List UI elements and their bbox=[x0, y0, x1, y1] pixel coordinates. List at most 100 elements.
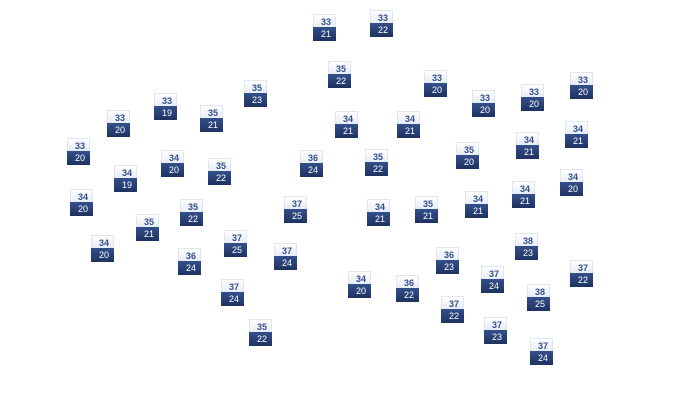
temperature-marker[interactable]: 34 21 bbox=[367, 199, 390, 226]
temperature-marker[interactable]: 38 25 bbox=[527, 284, 550, 311]
low-temperature: 24 bbox=[178, 261, 201, 275]
temperature-marker[interactable]: 35 23 bbox=[244, 80, 267, 107]
low-temperature: 19 bbox=[154, 106, 177, 120]
high-temperature: 36 bbox=[436, 247, 459, 260]
temperature-marker[interactable]: 34 20 bbox=[348, 271, 371, 298]
low-temperature: 20 bbox=[560, 182, 583, 196]
low-temperature: 21 bbox=[136, 227, 159, 241]
temperature-marker[interactable]: 35 22 bbox=[365, 149, 388, 176]
high-temperature: 33 bbox=[424, 70, 447, 83]
temperature-marker[interactable]: 36 24 bbox=[178, 248, 201, 275]
high-temperature: 35 bbox=[249, 319, 272, 332]
high-temperature: 34 bbox=[114, 165, 137, 178]
temperature-marker[interactable]: 33 20 bbox=[67, 138, 90, 165]
temperature-marker[interactable]: 34 21 bbox=[397, 111, 420, 138]
high-temperature: 37 bbox=[274, 243, 297, 256]
high-temperature: 35 bbox=[456, 142, 479, 155]
high-temperature: 36 bbox=[178, 248, 201, 261]
temperature-marker[interactable]: 33 20 bbox=[570, 72, 593, 99]
temperature-marker[interactable]: 38 23 bbox=[515, 233, 538, 260]
temperature-marker[interactable]: 33 20 bbox=[424, 70, 447, 97]
temperature-marker[interactable]: 35 22 bbox=[208, 158, 231, 185]
high-temperature: 34 bbox=[565, 121, 588, 134]
temperature-marker[interactable]: 36 23 bbox=[436, 247, 459, 274]
high-temperature: 37 bbox=[284, 196, 307, 209]
high-temperature: 34 bbox=[512, 181, 535, 194]
temperature-marker[interactable]: 37 24 bbox=[530, 338, 553, 365]
temperature-marker[interactable]: 35 22 bbox=[249, 319, 272, 346]
temperature-marker[interactable]: 34 20 bbox=[161, 150, 184, 177]
temperature-marker[interactable]: 34 21 bbox=[516, 132, 539, 159]
high-temperature: 35 bbox=[415, 196, 438, 209]
low-temperature: 20 bbox=[70, 202, 93, 216]
low-temperature: 25 bbox=[224, 243, 247, 257]
low-temperature: 20 bbox=[348, 284, 371, 298]
low-temperature: 23 bbox=[244, 93, 267, 107]
high-temperature: 33 bbox=[521, 84, 544, 97]
high-temperature: 38 bbox=[515, 233, 538, 246]
low-temperature: 20 bbox=[107, 123, 130, 137]
low-temperature: 21 bbox=[335, 124, 358, 138]
high-temperature: 35 bbox=[328, 61, 351, 74]
low-temperature: 24 bbox=[274, 256, 297, 270]
high-temperature: 33 bbox=[570, 72, 593, 85]
low-temperature: 21 bbox=[367, 212, 390, 226]
high-temperature: 33 bbox=[154, 93, 177, 106]
temperature-marker[interactable]: 37 25 bbox=[284, 196, 307, 223]
temperature-marker[interactable]: 37 24 bbox=[221, 279, 244, 306]
low-temperature: 24 bbox=[300, 163, 323, 177]
temperature-marker[interactable]: 35 21 bbox=[136, 214, 159, 241]
temperature-marker[interactable]: 34 21 bbox=[465, 191, 488, 218]
low-temperature: 21 bbox=[313, 27, 336, 41]
temperature-marker[interactable]: 34 21 bbox=[512, 181, 535, 208]
low-temperature: 21 bbox=[465, 204, 488, 218]
temperature-marker[interactable]: 33 19 bbox=[154, 93, 177, 120]
temperature-marker[interactable]: 34 20 bbox=[70, 189, 93, 216]
low-temperature: 20 bbox=[67, 151, 90, 165]
temperature-marker[interactable]: 37 22 bbox=[570, 260, 593, 287]
high-temperature: 35 bbox=[244, 80, 267, 93]
temperature-marker[interactable]: 37 25 bbox=[224, 230, 247, 257]
low-temperature: 22 bbox=[570, 273, 593, 287]
low-temperature: 21 bbox=[200, 118, 223, 132]
temperature-marker[interactable]: 34 20 bbox=[560, 169, 583, 196]
temperature-marker[interactable]: 36 24 bbox=[300, 150, 323, 177]
high-temperature: 37 bbox=[570, 260, 593, 273]
temperature-marker[interactable]: 35 20 bbox=[456, 142, 479, 169]
temperature-marker[interactable]: 34 19 bbox=[114, 165, 137, 192]
temperature-marker[interactable]: 37 22 bbox=[441, 296, 464, 323]
low-temperature: 22 bbox=[208, 171, 231, 185]
low-temperature: 22 bbox=[396, 288, 419, 302]
temperature-marker[interactable]: 34 21 bbox=[335, 111, 358, 138]
high-temperature: 37 bbox=[481, 266, 504, 279]
high-temperature: 34 bbox=[367, 199, 390, 212]
temperature-marker[interactable]: 35 21 bbox=[200, 105, 223, 132]
high-temperature: 33 bbox=[313, 14, 336, 27]
high-temperature: 34 bbox=[70, 189, 93, 202]
temperature-marker[interactable]: 37 24 bbox=[274, 243, 297, 270]
temperature-marker[interactable]: 33 20 bbox=[107, 110, 130, 137]
temperature-marker[interactable]: 34 21 bbox=[565, 121, 588, 148]
high-temperature: 37 bbox=[221, 279, 244, 292]
low-temperature: 22 bbox=[370, 23, 393, 37]
low-temperature: 24 bbox=[530, 351, 553, 365]
temperature-marker[interactable]: 34 20 bbox=[91, 235, 114, 262]
temperature-marker[interactable]: 33 21 bbox=[313, 14, 336, 41]
temperature-marker[interactable]: 35 22 bbox=[180, 199, 203, 226]
temperature-marker[interactable]: 33 22 bbox=[370, 10, 393, 37]
high-temperature: 34 bbox=[465, 191, 488, 204]
high-temperature: 34 bbox=[397, 111, 420, 124]
temperature-marker[interactable]: 36 22 bbox=[396, 275, 419, 302]
temperature-marker[interactable]: 35 21 bbox=[415, 196, 438, 223]
temperature-marker[interactable]: 37 23 bbox=[484, 317, 507, 344]
temperature-marker[interactable]: 35 22 bbox=[328, 61, 351, 88]
low-temperature: 22 bbox=[180, 212, 203, 226]
high-temperature: 35 bbox=[208, 158, 231, 171]
high-temperature: 34 bbox=[516, 132, 539, 145]
temperature-marker[interactable]: 33 20 bbox=[521, 84, 544, 111]
high-temperature: 34 bbox=[91, 235, 114, 248]
high-temperature: 36 bbox=[396, 275, 419, 288]
temperature-marker[interactable]: 37 24 bbox=[481, 266, 504, 293]
temperature-marker[interactable]: 33 20 bbox=[472, 90, 495, 117]
